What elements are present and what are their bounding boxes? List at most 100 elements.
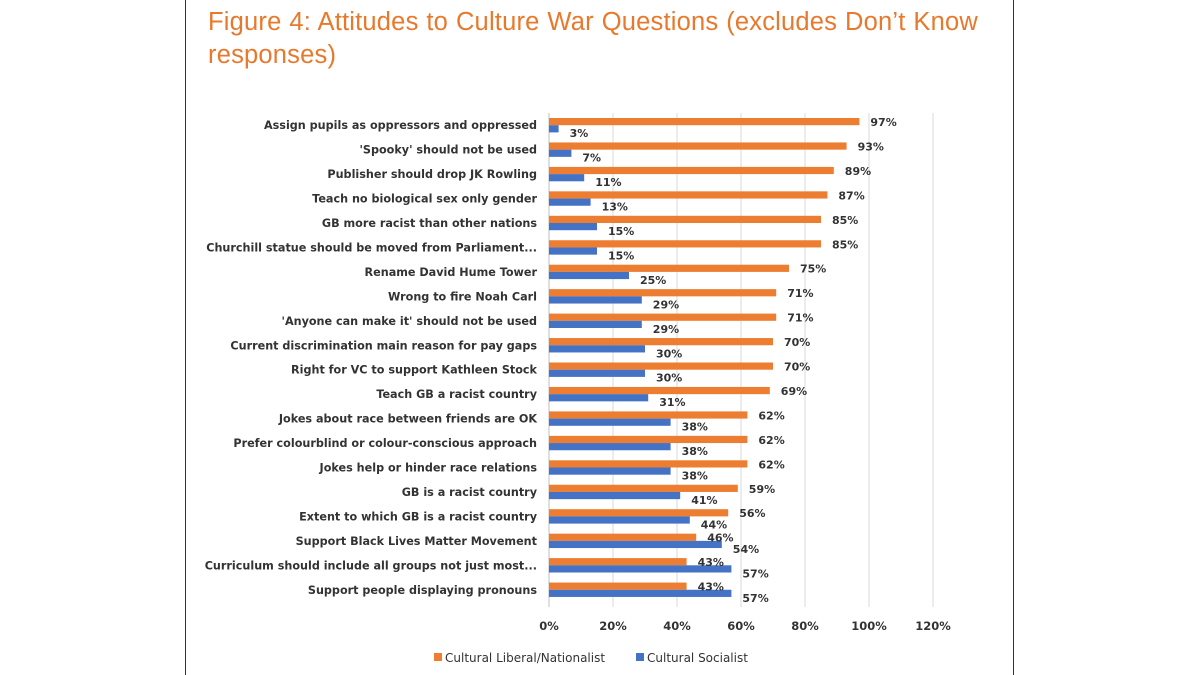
bar-cultural-socialist: [549, 320, 642, 328]
value-label-cultural-liberal-nationalist: 87%: [838, 189, 864, 202]
value-label-cultural-socialist: 7%: [582, 152, 601, 165]
category-label: Jokes about race between friends are OK: [278, 413, 538, 426]
bar-cultural-socialist: [549, 369, 645, 377]
bar-cultural-socialist: [549, 296, 642, 304]
category-label: GB more racist than other nations: [322, 217, 537, 230]
category-label: GB is a racist country: [402, 486, 538, 499]
frame-left-border: [185, 0, 186, 675]
bar-cultural-liberal-nationalist: [549, 460, 748, 468]
value-label-cultural-liberal-nationalist: 70%: [784, 361, 810, 374]
category-label: Support Black Lives Matter Movement: [296, 535, 538, 548]
category-label: Prefer colourblind or colour-conscious a…: [233, 437, 537, 450]
x-tick-label: 100%: [851, 619, 887, 633]
category-label: Teach no biological sex only gender: [312, 193, 537, 206]
value-label-cultural-socialist: 38%: [682, 470, 708, 483]
bar-cultural-liberal-nationalist: [549, 558, 687, 566]
x-tick-label: 80%: [791, 619, 819, 633]
value-label-cultural-socialist: 31%: [659, 396, 685, 409]
x-tick-label: 60%: [727, 619, 755, 633]
bar-cultural-socialist: [549, 345, 645, 353]
value-label-cultural-liberal-nationalist: 43%: [698, 581, 724, 594]
value-label-cultural-liberal-nationalist: 97%: [870, 116, 896, 129]
bar-cultural-liberal-nationalist: [549, 435, 748, 444]
x-tick-label: 0%: [539, 619, 559, 633]
value-label-cultural-socialist: 30%: [656, 347, 682, 360]
value-label-cultural-socialist: 11%: [595, 176, 621, 189]
value-label-cultural-socialist: 25%: [640, 274, 666, 287]
value-label-cultural-liberal-nationalist: 46%: [707, 532, 733, 545]
legend: Cultural Liberal/Nationalist Cultural Soc…: [434, 651, 748, 665]
value-label-cultural-liberal-nationalist: 56%: [739, 507, 765, 520]
value-label-cultural-liberal-nationalist: 71%: [787, 312, 813, 325]
value-label-cultural-socialist: 57%: [742, 567, 768, 580]
bar-cultural-socialist: [549, 198, 591, 206]
bar-cultural-liberal-nationalist: [549, 484, 738, 492]
bars: [549, 118, 860, 597]
category-label: Rename David Hume Tower: [365, 266, 538, 279]
chart-title: Figure 4: Attitudes to Culture War Quest…: [208, 8, 978, 69]
bar-cultural-liberal-nationalist: [549, 338, 773, 346]
bar-cultural-liberal-nationalist: [549, 533, 697, 541]
value-label-cultural-liberal-nationalist: 75%: [800, 263, 826, 276]
value-label-cultural-liberal-nationalist: 43%: [698, 556, 724, 569]
x-axis-ticks: 0% 20% 40% 60% 80% 100% 120%: [539, 619, 951, 633]
bar-cultural-socialist: [549, 565, 732, 573]
category-label: Publisher should drop JK Rowling: [327, 168, 537, 181]
bar-cultural-socialist: [549, 125, 559, 133]
category-label: Curriculum should include all groups not…: [205, 559, 537, 572]
bar-cultural-liberal-nationalist: [549, 142, 847, 150]
value-label-cultural-liberal-nationalist: 59%: [749, 483, 775, 496]
category-label: Support people displaying pronouns: [308, 584, 537, 597]
bar-cultural-socialist: [549, 223, 597, 231]
bar-cultural-liberal-nationalist: [549, 509, 729, 517]
bar-cultural-liberal-nationalist: [549, 191, 828, 199]
bar-cultural-socialist: [549, 467, 671, 475]
value-label-cultural-socialist: 30%: [656, 372, 682, 385]
value-label-cultural-liberal-nationalist: 85%: [832, 238, 858, 251]
bar-cultural-socialist: [549, 491, 681, 500]
value-label-cultural-socialist: 15%: [608, 225, 634, 238]
bar-cultural-liberal-nationalist: [549, 118, 860, 126]
value-label-cultural-liberal-nationalist: 70%: [784, 336, 810, 349]
value-label-cultural-liberal-nationalist: 93%: [858, 140, 884, 153]
value-label-cultural-socialist: 41%: [691, 494, 717, 507]
category-label: Current discrimination main reason for p…: [230, 339, 537, 352]
category-label: Right for VC to support Kathleen Stock: [291, 364, 538, 377]
category-label: 'Anyone can make it' should not be used: [282, 315, 537, 328]
bar-cultural-liberal-nationalist: [549, 362, 773, 370]
value-label-cultural-socialist: 38%: [682, 445, 708, 458]
bar-cultural-liberal-nationalist: [549, 240, 821, 248]
bar-cultural-socialist: [549, 516, 690, 524]
value-label-cultural-liberal-nationalist: 71%: [787, 287, 813, 300]
value-label-cultural-liberal-nationalist: 62%: [758, 434, 784, 447]
value-label-cultural-socialist: 38%: [682, 421, 708, 434]
category-label: Jokes help or hinder race relations: [319, 462, 538, 475]
value-label-cultural-liberal-nationalist: 69%: [781, 385, 807, 398]
category-label: Teach GB a racist country: [376, 388, 537, 401]
category-label: Churchill statue should be moved from Pa…: [206, 241, 537, 254]
x-tick-label: 20%: [599, 619, 627, 633]
value-label-cultural-liberal-nationalist: 62%: [758, 458, 784, 471]
value-label-cultural-socialist: 29%: [653, 323, 679, 336]
bar-cultural-liberal-nationalist: [549, 313, 777, 321]
value-label-cultural-socialist: 29%: [653, 298, 679, 311]
value-label-cultural-socialist: 13%: [602, 201, 628, 214]
bar-cultural-liberal-nationalist: [549, 411, 748, 419]
bar-cultural-socialist: [549, 540, 722, 549]
bar-cultural-socialist: [549, 174, 585, 182]
value-label-cultural-socialist: 57%: [742, 592, 768, 605]
bar-cultural-liberal-nationalist: [549, 264, 789, 272]
category-label: Extent to which GB is a racist country: [299, 510, 538, 523]
value-label-cultural-socialist: 15%: [608, 249, 634, 262]
frame-right-border: [1013, 0, 1014, 675]
category-label: Wrong to fire Noah Carl: [388, 290, 537, 303]
x-tick-label: 40%: [663, 619, 691, 633]
bar-cultural-socialist: [549, 149, 572, 157]
legend-item-cultural-liberal-nationalist-label: Cultural Liberal/Nationalist: [445, 651, 605, 665]
bar-cultural-socialist: [549, 394, 649, 402]
bar-cultural-socialist: [549, 247, 597, 255]
legend-item-cultural-socialist-label: Cultural Socialist: [647, 651, 748, 665]
value-label-cultural-liberal-nationalist: 85%: [832, 214, 858, 227]
legend-item-cultural-liberal-nationalist-swatch: [434, 653, 442, 661]
value-label-cultural-socialist: 54%: [733, 543, 759, 556]
